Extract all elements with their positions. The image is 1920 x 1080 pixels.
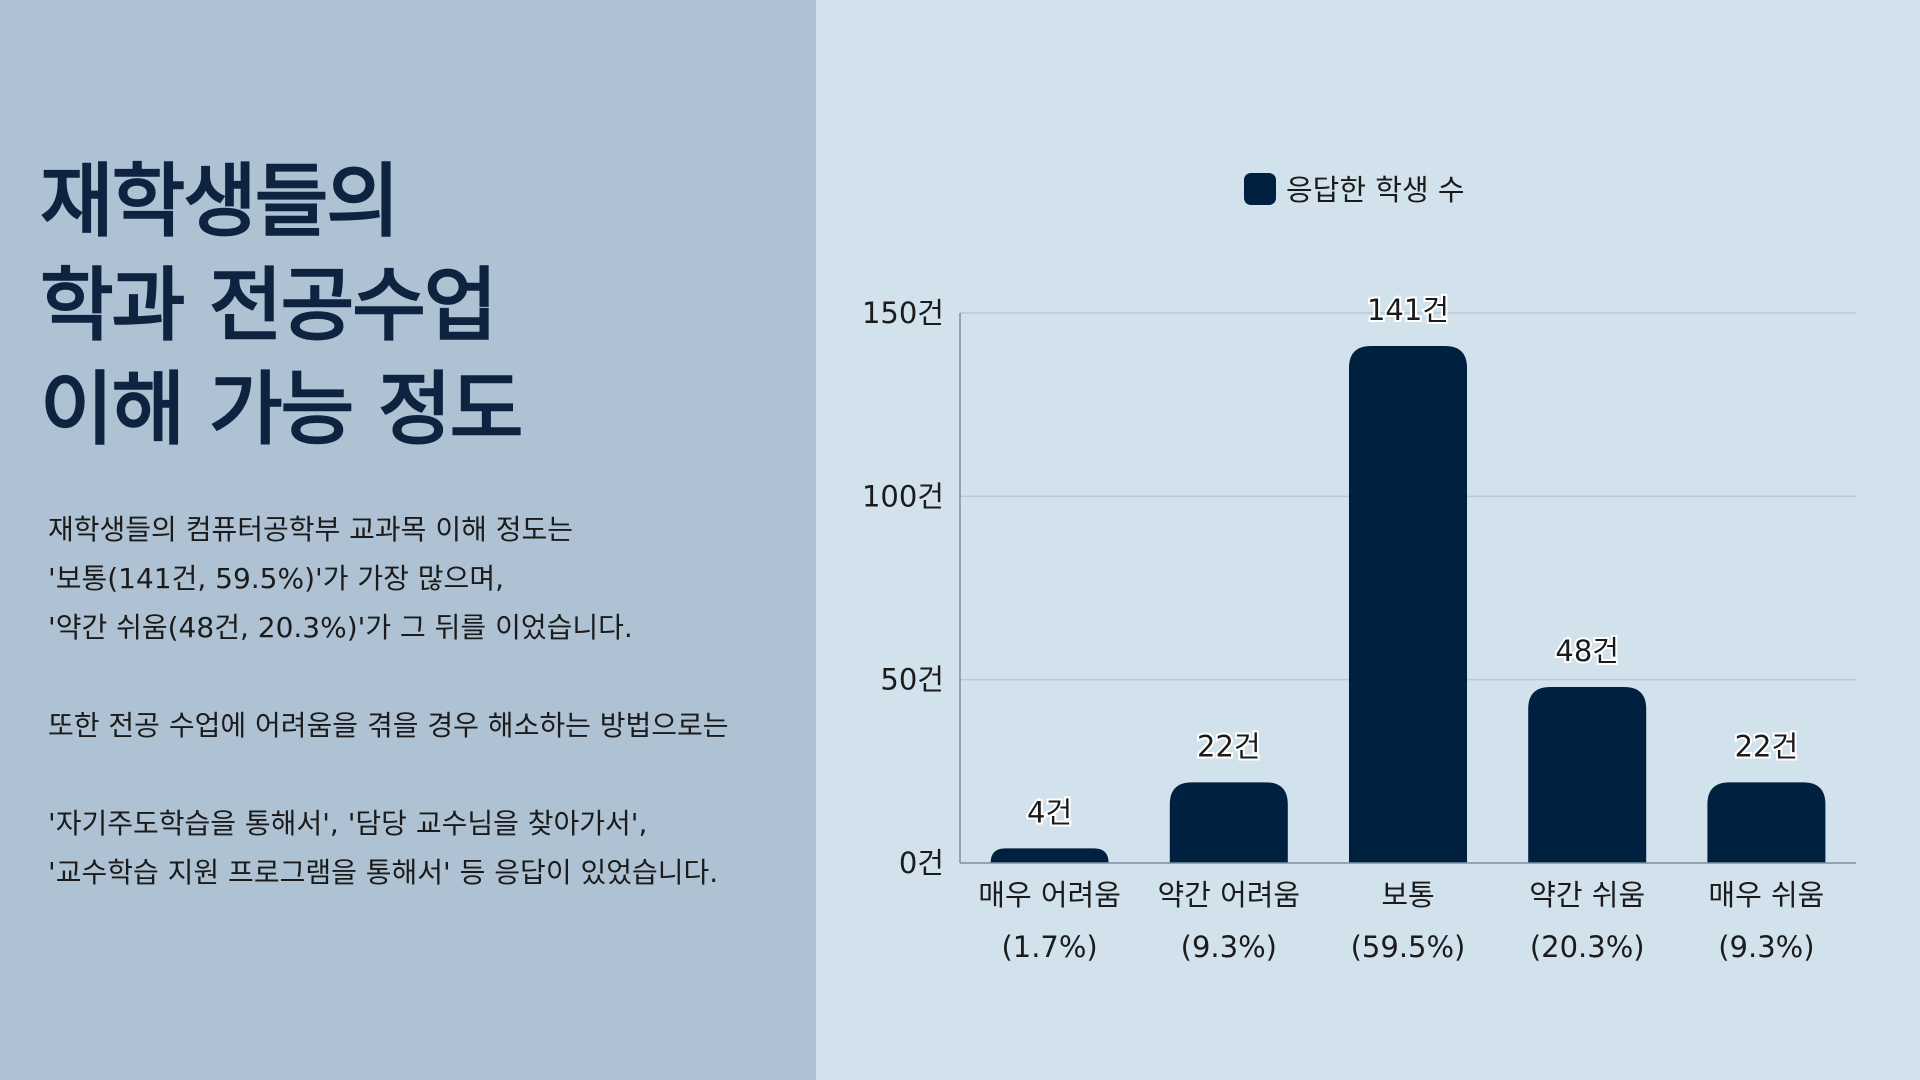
description: 재학생들의 컴퓨터공학부 교과목 이해 정도는 '보통(141건, 59.5%)… bbox=[48, 505, 808, 897]
paragraph-gap bbox=[48, 652, 808, 701]
paragraph-gap bbox=[48, 750, 808, 799]
description-line: 또한 전공 수업에 어려움을 겪을 경우 해소하는 방법으로는 bbox=[48, 709, 729, 742]
y-tick-label: 100건 bbox=[862, 479, 944, 513]
bar bbox=[1169, 782, 1288, 863]
title-line-1: 재학생들의 bbox=[40, 155, 400, 248]
x-tick-label: 약간 쉬움 bbox=[1529, 878, 1645, 912]
data-label: 22건 bbox=[1735, 729, 1799, 763]
x-tick-label: 약간 어려움 bbox=[1157, 878, 1300, 912]
chart-bars: 4건 22건 141건 48건 22건 bbox=[990, 291, 1826, 863]
x-axis: 매우 어려움 (1.7%) 약간 어려움 (9.3%) 보통 (59.5%) 약간 쉬움 (2… bbox=[960, 862, 1856, 964]
description-line: '보통(141건, 59.5%)'가 가장 많으며, bbox=[48, 562, 504, 595]
bar-chart: 응답한 학생 수 0건 50건 100건 150건 4건 22건 141건 48건 22건 매… bbox=[862, 173, 1856, 964]
x-tick-percent: (1.7%) bbox=[1001, 930, 1097, 964]
data-label: 48건 bbox=[1555, 634, 1619, 668]
description-line: '교수학습 지원 프로그램을 통해서' 등 응답이 있었습니다. bbox=[48, 856, 719, 889]
legend-swatch bbox=[1244, 173, 1276, 205]
page-title: 재학생들의 학과 전공수업 이해 가능 정도 bbox=[40, 150, 523, 462]
data-label: 4건 bbox=[1027, 795, 1072, 829]
x-tick-percent: (20.3%) bbox=[1530, 930, 1645, 964]
x-tick-label: 매우 어려움 bbox=[978, 878, 1121, 912]
chart-legend: 응답한 학생 수 bbox=[1244, 173, 1465, 207]
title-line-2: 학과 전공수업 bbox=[40, 259, 497, 352]
left-panel: 재학생들의 학과 전공수업 이해 가능 정도 재학생들의 컴퓨터공학부 교과목 … bbox=[0, 0, 816, 1080]
legend-label: 응답한 학생 수 bbox=[1286, 173, 1465, 207]
data-label: 141건 bbox=[1367, 293, 1449, 327]
x-tick-percent: (59.5%) bbox=[1351, 930, 1466, 964]
bar bbox=[1707, 782, 1826, 863]
description-line: '자기주도학습을 통해서', '담당 교수님을 찾아가서', bbox=[48, 807, 648, 840]
chart-panel: 응답한 학생 수 0건 50건 100건 150건 4건 22건 141건 48건 22건 매… bbox=[816, 0, 1920, 1080]
y-tick-label: 50건 bbox=[880, 663, 944, 697]
x-tick-percent: (9.3%) bbox=[1718, 930, 1814, 964]
title-line-3: 이해 가능 정도 bbox=[40, 363, 523, 456]
y-tick-label: 0건 bbox=[899, 846, 944, 880]
bar bbox=[1528, 687, 1647, 863]
y-tick-label: 150건 bbox=[862, 296, 944, 330]
bar bbox=[1349, 346, 1467, 863]
bar bbox=[990, 848, 1109, 863]
data-label: 22건 bbox=[1197, 729, 1261, 763]
x-tick-percent: (9.3%) bbox=[1181, 930, 1277, 964]
y-axis: 0건 50건 100건 150건 bbox=[862, 296, 961, 880]
x-tick-label: 보통 bbox=[1381, 878, 1434, 912]
x-tick-label: 매우 쉬움 bbox=[1708, 878, 1824, 912]
description-line: '약간 쉬움(48건, 20.3%)'가 그 뒤를 이었습니다. bbox=[48, 611, 633, 644]
description-line: 재학생들의 컴퓨터공학부 교과목 이해 정도는 bbox=[48, 513, 574, 546]
